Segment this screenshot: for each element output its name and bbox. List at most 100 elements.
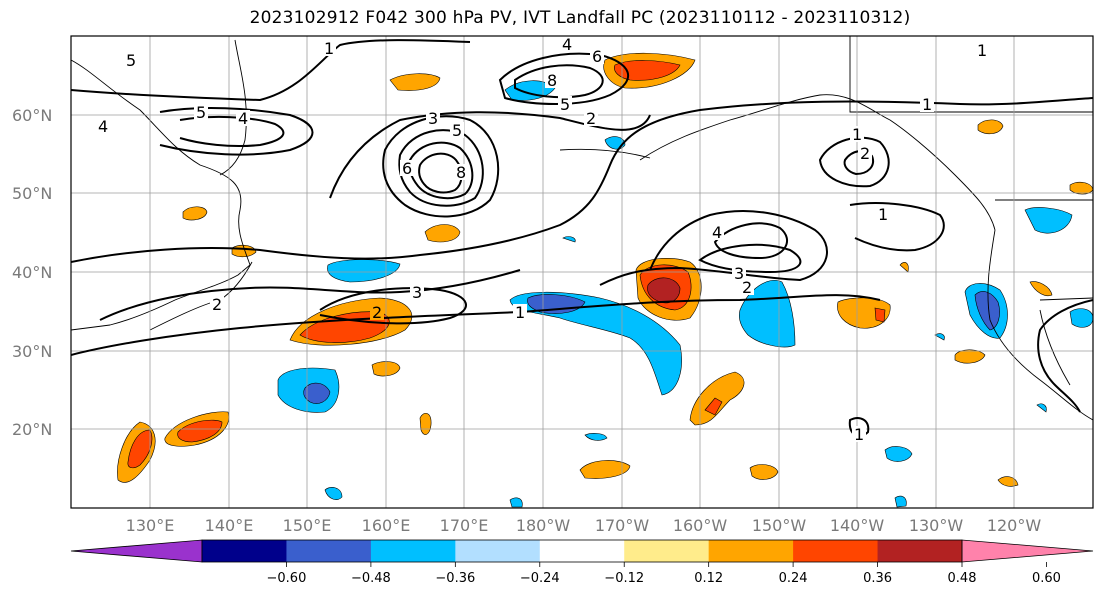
label-bg [454,164,468,180]
ivt-positive-blob [579,460,631,479]
label-bg [450,122,464,138]
lon-label: 160°W [673,516,728,535]
pv-contour-upper-ne [498,52,630,105]
pv-contour-upper-nw [159,107,314,156]
pv-contour-labels: 2 3 1 2 2 3 4 2 3 5 8 6 1 5 4 4 5 4 6 [96,35,989,444]
colorbar-segment [624,540,710,562]
colorbar-tick-label: −0.48 [351,571,391,586]
pv-contour-3 [319,287,467,325]
ivt-negative-core [974,291,1000,331]
ivt-positive-core [127,429,153,469]
lon-label: 140°E [205,516,254,535]
lat-label: 30°N [12,342,52,361]
contour-label: 8 [456,163,466,182]
colorbar-segments [70,539,1094,563]
label-bg [876,206,890,222]
pv-contour-1 [71,294,881,356]
colorbar-tick-label: 0.12 [694,571,723,586]
label-bg [322,40,336,56]
label-bg [210,296,224,312]
colorbar-segment [793,540,879,562]
lon-label: 150°W [752,516,807,535]
colorbar-segment [708,540,794,562]
contour-label: 3 [734,264,744,283]
label-bg [858,145,872,161]
label-bg [410,284,424,300]
contour-label: 1 [854,425,864,444]
pv-contour-2 [99,269,521,321]
ivt-negative-blob [934,333,945,341]
contour-label: 1 [515,303,525,322]
colorbar-tick-label: 0.60 [1032,571,1061,586]
contour-label: 4 [98,117,108,136]
lat-label: 40°N [12,263,52,282]
contour-label: 4 [712,223,722,242]
ivt-positive-blob [954,349,986,364]
pv-contour-2 [329,111,651,199]
ivt-negative-blob [884,446,913,462]
contour-label: 8 [547,71,557,90]
colorbar-tick-label: −0.12 [604,571,644,586]
colorbar-tick-label: −0.24 [520,571,560,586]
lat-label: 50°N [12,184,52,203]
label-bg [236,110,250,126]
label-bg [710,224,724,240]
colorbar-tick-label: 0.24 [779,571,808,586]
colorbar-segment [877,540,963,562]
contour-label: 6 [592,47,602,66]
pv-contour-se [849,202,945,252]
pv-contour-2-low [599,209,828,286]
label-bg [920,96,934,112]
contour-label: 5 [126,51,136,70]
ivt-positive-blob [749,464,779,480]
contour-label: 1 [977,41,987,60]
pv-contour-coast [1037,299,1093,413]
contour-label: 3 [428,109,438,128]
contour-label: 5 [452,121,462,140]
ivt-negative-blob [1024,207,1073,234]
ivt-negative-blob [894,495,907,508]
colorbar-segment [370,540,456,562]
contour-label: 5 [196,103,206,122]
lon-label: 180°W [516,516,571,535]
ivt-negative-blob [327,259,401,283]
ivt-positive-core [704,397,723,416]
ivt-positive-core [874,307,886,323]
lon-label: 130°W [909,516,964,535]
canada-border [849,36,1093,113]
asia-coast [71,59,251,331]
aleutians [559,148,651,159]
lon-label: 170°E [440,516,489,535]
colorbar-tick-label: 0.48 [948,571,977,586]
contour-label: 3 [412,283,422,302]
contour-label: 1 [878,205,888,224]
contour-label: 6 [402,159,412,178]
pv-contour-ne-low [818,136,890,188]
colorbar: −0.60 −0.48 −0.36 −0.24 −0.12 0.12 0.24 0.36 0.4… [70,539,1094,586]
lon-label: 140°W [830,516,885,535]
ivt-negative-blob [509,291,682,396]
map-frame [70,35,1094,509]
colorbar-tick-label: −0.36 [435,571,475,586]
colorbar-segment [286,540,372,562]
pv-contour-upper-nw2 [179,115,285,147]
colorbar-segment [202,540,287,562]
ivt-negative-blob [1069,308,1093,328]
pv-contour-4-low [713,222,789,260]
contour-label: 2 [586,109,596,128]
lat-labels: 60°N 50°N 40°N 30°N 20°N [12,106,52,439]
colorbar-outline [201,539,963,563]
us-mexico-border [1039,297,1093,301]
ivt-negative-blob [324,487,343,500]
lon-label: 120°W [987,516,1042,535]
contour-label: 2 [860,144,870,163]
map-title: 2023102912 F042 300 hPa PV, IVT Landfall… [249,8,911,28]
colorbar-segment [539,540,625,562]
ivt-positive-blob [182,206,208,221]
label-bg [194,104,208,120]
lat-label: 20°N [12,420,52,439]
colorbar-extend-high [961,539,1094,563]
ivt-positive-blob [997,476,1019,487]
contour-label: 2 [372,303,382,322]
